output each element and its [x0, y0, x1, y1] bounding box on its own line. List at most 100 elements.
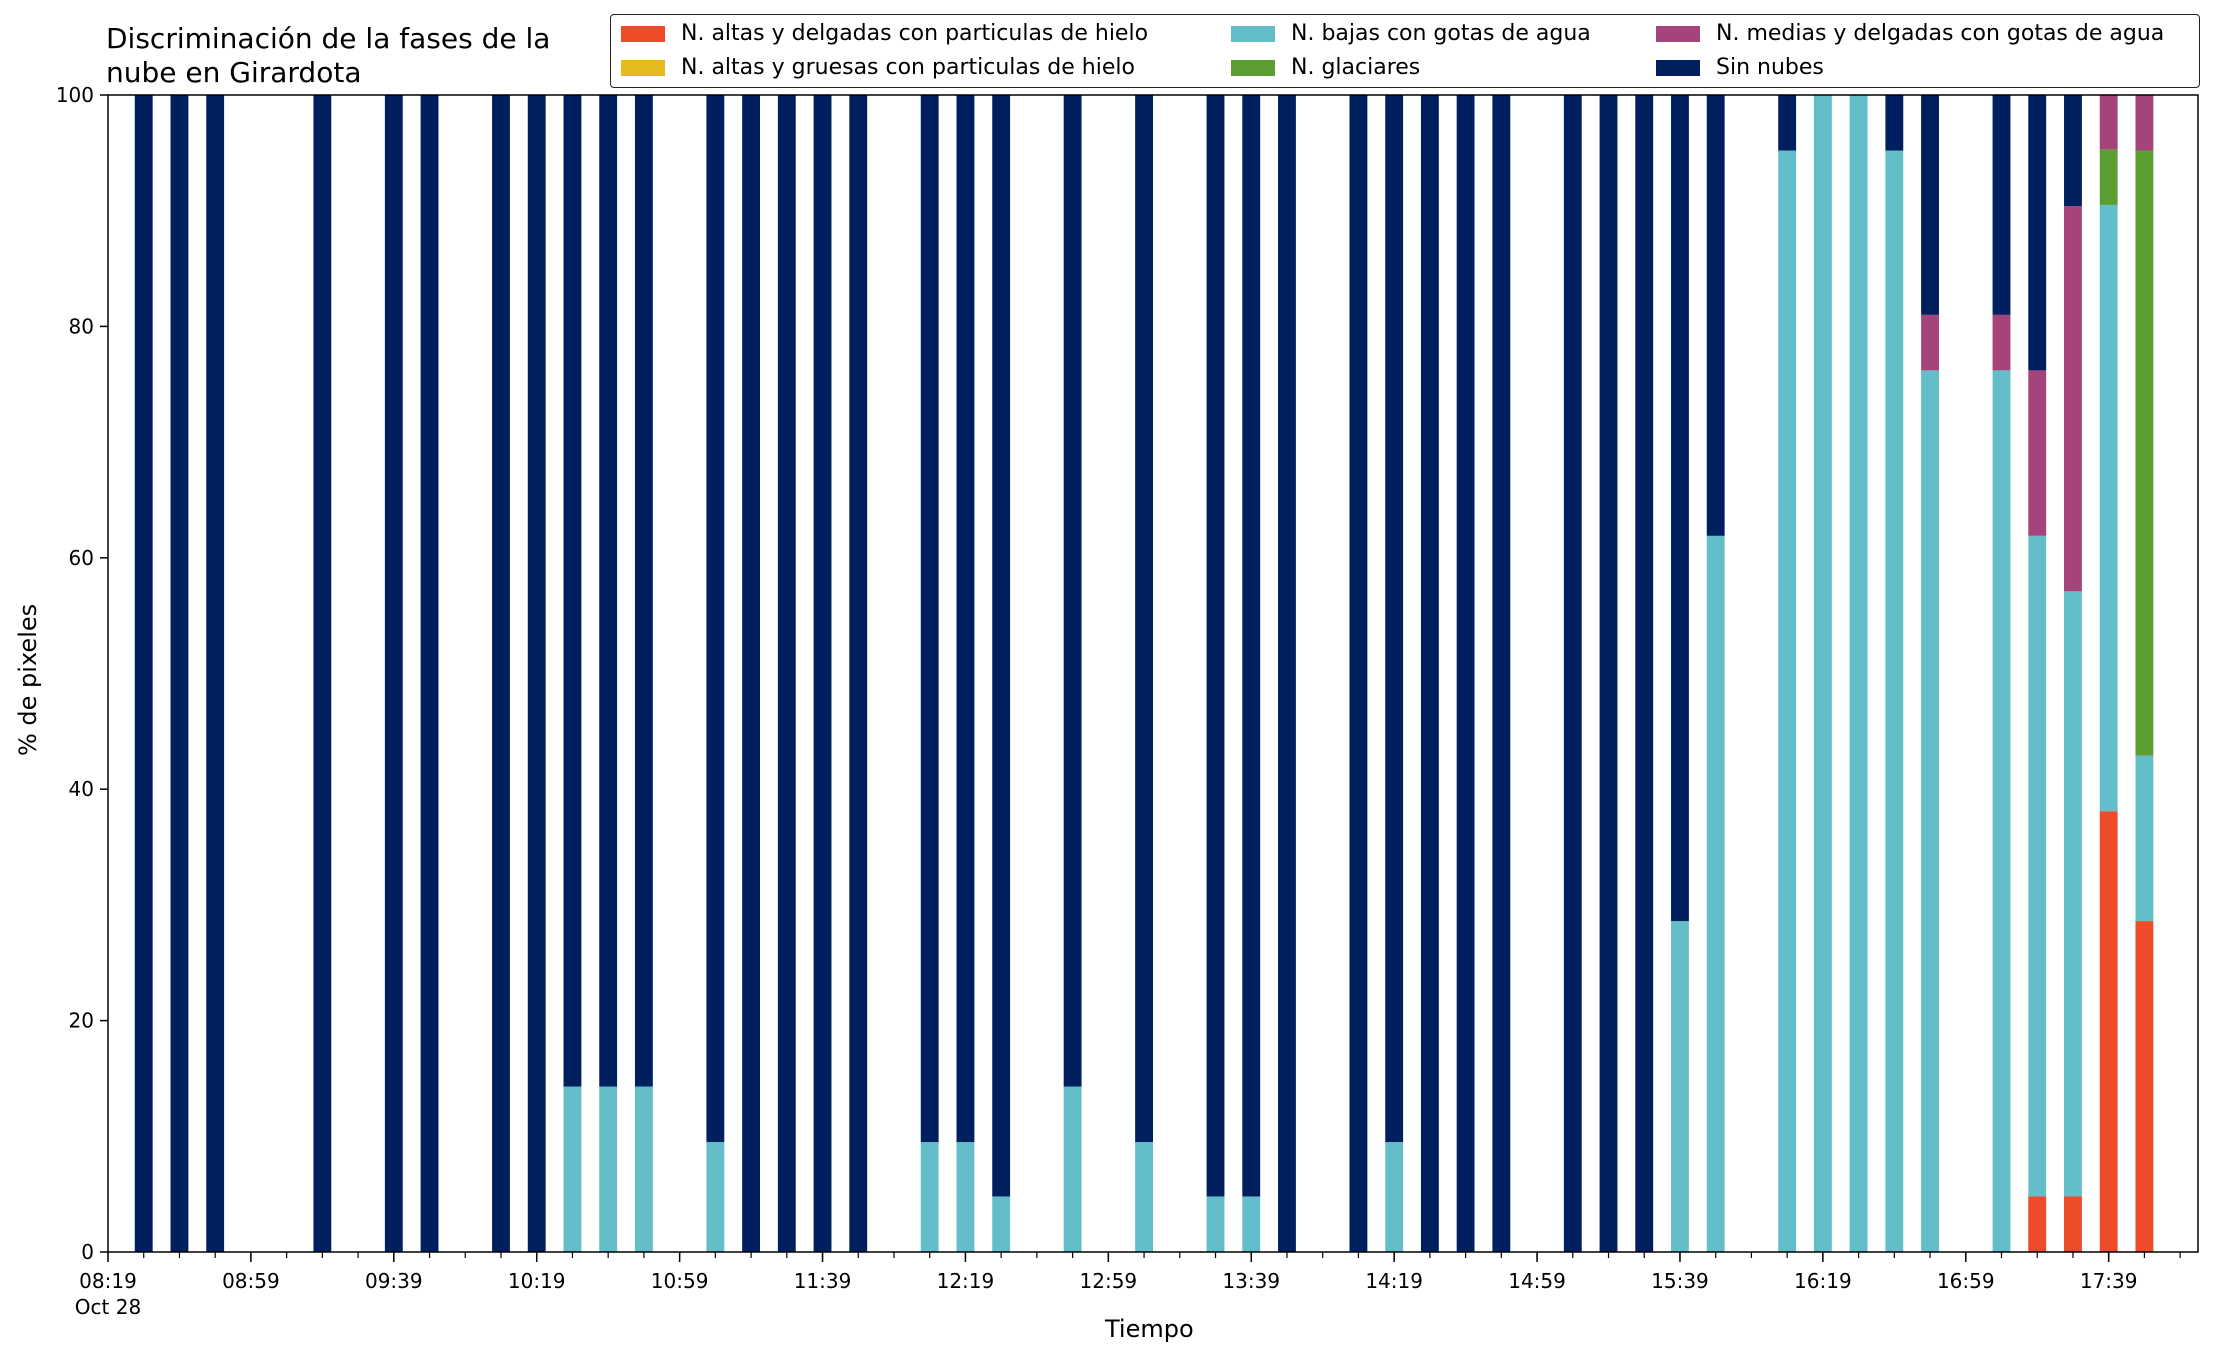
bar-segment — [599, 1086, 618, 1252]
bar-segment — [599, 95, 618, 1087]
bar-segment — [2135, 921, 2154, 1252]
bar-segment — [1492, 95, 1511, 1252]
bar-segment — [1563, 95, 1582, 1252]
bar-segment — [2064, 206, 2082, 592]
bar-segment — [706, 1142, 725, 1252]
legend: N. altas y delgadas con particulas de hi… — [610, 14, 2200, 88]
bar-segment — [1206, 1196, 1225, 1252]
axes-frame — [107, 94, 2199, 1253]
bar-segment — [1813, 95, 1832, 1252]
bar-segment — [2135, 150, 2154, 756]
bar-segment — [2099, 811, 2118, 1252]
bar-segment — [2028, 1196, 2047, 1252]
x-tick-label: 11:39 — [794, 1269, 852, 1293]
legend-item-altas-gruesas: N. altas y gruesas con particulas de hie… — [621, 55, 1135, 80]
bar-segment — [1885, 150, 1904, 1252]
x-tick-label: 14:59 — [1508, 1269, 1566, 1293]
bar-segment — [992, 95, 1011, 1197]
chart-title: Discriminación de la fases de la nube en… — [106, 22, 551, 89]
bar-segment — [313, 95, 332, 1252]
bar-segment — [1242, 95, 1261, 1197]
legend-item-bajas: N. bajas con gotas de agua — [1231, 21, 1591, 46]
legend-label: N. altas y delgadas con particulas de hi… — [681, 21, 1149, 46]
bar-segment — [849, 95, 868, 1252]
bar-segment — [634, 1086, 653, 1252]
bar-segment — [992, 1196, 1011, 1252]
x-tick-label: 16:59 — [1937, 1269, 1995, 1293]
bar-segment — [1849, 95, 1868, 1252]
bar-segment — [1349, 95, 1368, 1252]
x-tick-label: 08:59 — [222, 1269, 280, 1293]
bar-segment — [2099, 204, 2118, 812]
bar-segment — [563, 1086, 582, 1252]
bar-segment — [1420, 95, 1439, 1252]
bar-segment — [1885, 95, 1904, 151]
bar-segment — [2099, 95, 2118, 150]
x-tick-label: 08:19 — [79, 1269, 137, 1293]
y-tick-label: 60 — [69, 546, 94, 570]
legend-swatch — [1656, 25, 1700, 42]
bar-segment — [384, 95, 403, 1252]
bar-segment — [2135, 95, 2154, 151]
bar-segment — [170, 95, 189, 1252]
y-tick-label: 40 — [69, 777, 94, 801]
x-tick-label: 10:19 — [508, 1269, 566, 1293]
legend-label: N. altas y gruesas con particulas de hie… — [681, 55, 1135, 80]
bar-segment — [2135, 755, 2154, 922]
legend-label: N. medias y delgadas con gotas de agua — [1716, 21, 2165, 46]
bar-segment — [1706, 95, 1725, 536]
bar-segment — [2028, 95, 2047, 371]
legend-swatch — [621, 25, 665, 42]
x-tick-label: 13:39 — [1222, 1269, 1280, 1293]
bar-segment — [1921, 370, 1939, 1253]
bar-segment — [1135, 1142, 1153, 1252]
bar-segment — [2099, 149, 2118, 205]
bar-segment — [1385, 95, 1404, 1143]
x-tick-label: 12:19 — [937, 1269, 995, 1293]
bar-segment — [956, 1142, 975, 1252]
legend-item-altas-delgadas: N. altas y delgadas con particulas de hi… — [621, 21, 1148, 46]
bar-segment — [706, 95, 725, 1143]
bar-segment — [1278, 95, 1296, 1252]
bar-segment — [1992, 314, 2011, 371]
legend-swatch — [1656, 59, 1700, 76]
bar-segment — [206, 95, 225, 1252]
x-axis-label: Tiempo — [1105, 1315, 1194, 1343]
legend-swatch — [621, 59, 665, 76]
y-tick-label: 100 — [56, 83, 94, 107]
bar-segment — [492, 95, 510, 1252]
bar-segment — [1671, 921, 1689, 1252]
x-tick-label: 16:19 — [1794, 1269, 1852, 1293]
bar-segment — [920, 95, 939, 1143]
x-tick-label: 12:59 — [1080, 1269, 1138, 1293]
legend-label: N. glaciares — [1291, 55, 1421, 80]
x-tick-label: 15:39 — [1651, 1269, 1709, 1293]
bar-segment — [1635, 95, 1654, 1252]
bar-segment — [634, 95, 653, 1087]
bar-segment — [420, 95, 439, 1252]
bar-segment — [563, 95, 582, 1087]
bar-segment — [2064, 1196, 2082, 1252]
y-tick-label: 20 — [69, 1009, 94, 1033]
bar-segment — [1063, 1086, 1082, 1252]
bar-segment — [527, 95, 546, 1252]
y-tick-label: 0 — [81, 1240, 94, 1264]
x-tick-label: 14:19 — [1365, 1269, 1423, 1293]
bar-segment — [1135, 95, 1153, 1143]
bar-segment — [134, 95, 153, 1252]
x-tick-sublabel: Oct 28 — [75, 1295, 141, 1319]
x-tick-label: 17:39 — [2080, 1269, 2138, 1293]
x-tick-label: 09:39 — [365, 1269, 423, 1293]
legend-swatch — [1231, 59, 1275, 76]
bar-segment — [2064, 591, 2082, 1197]
legend-item-sin-nubes: Sin nubes — [1656, 55, 1824, 80]
bar-segment — [813, 95, 832, 1252]
bar-segment — [1385, 1142, 1404, 1252]
y-tick-label: 80 — [69, 314, 94, 338]
bar-segment — [1671, 95, 1689, 922]
legend-label: Sin nubes — [1716, 55, 1824, 80]
bar-segment — [1992, 95, 2011, 315]
x-tick-label: 10:59 — [651, 1269, 709, 1293]
